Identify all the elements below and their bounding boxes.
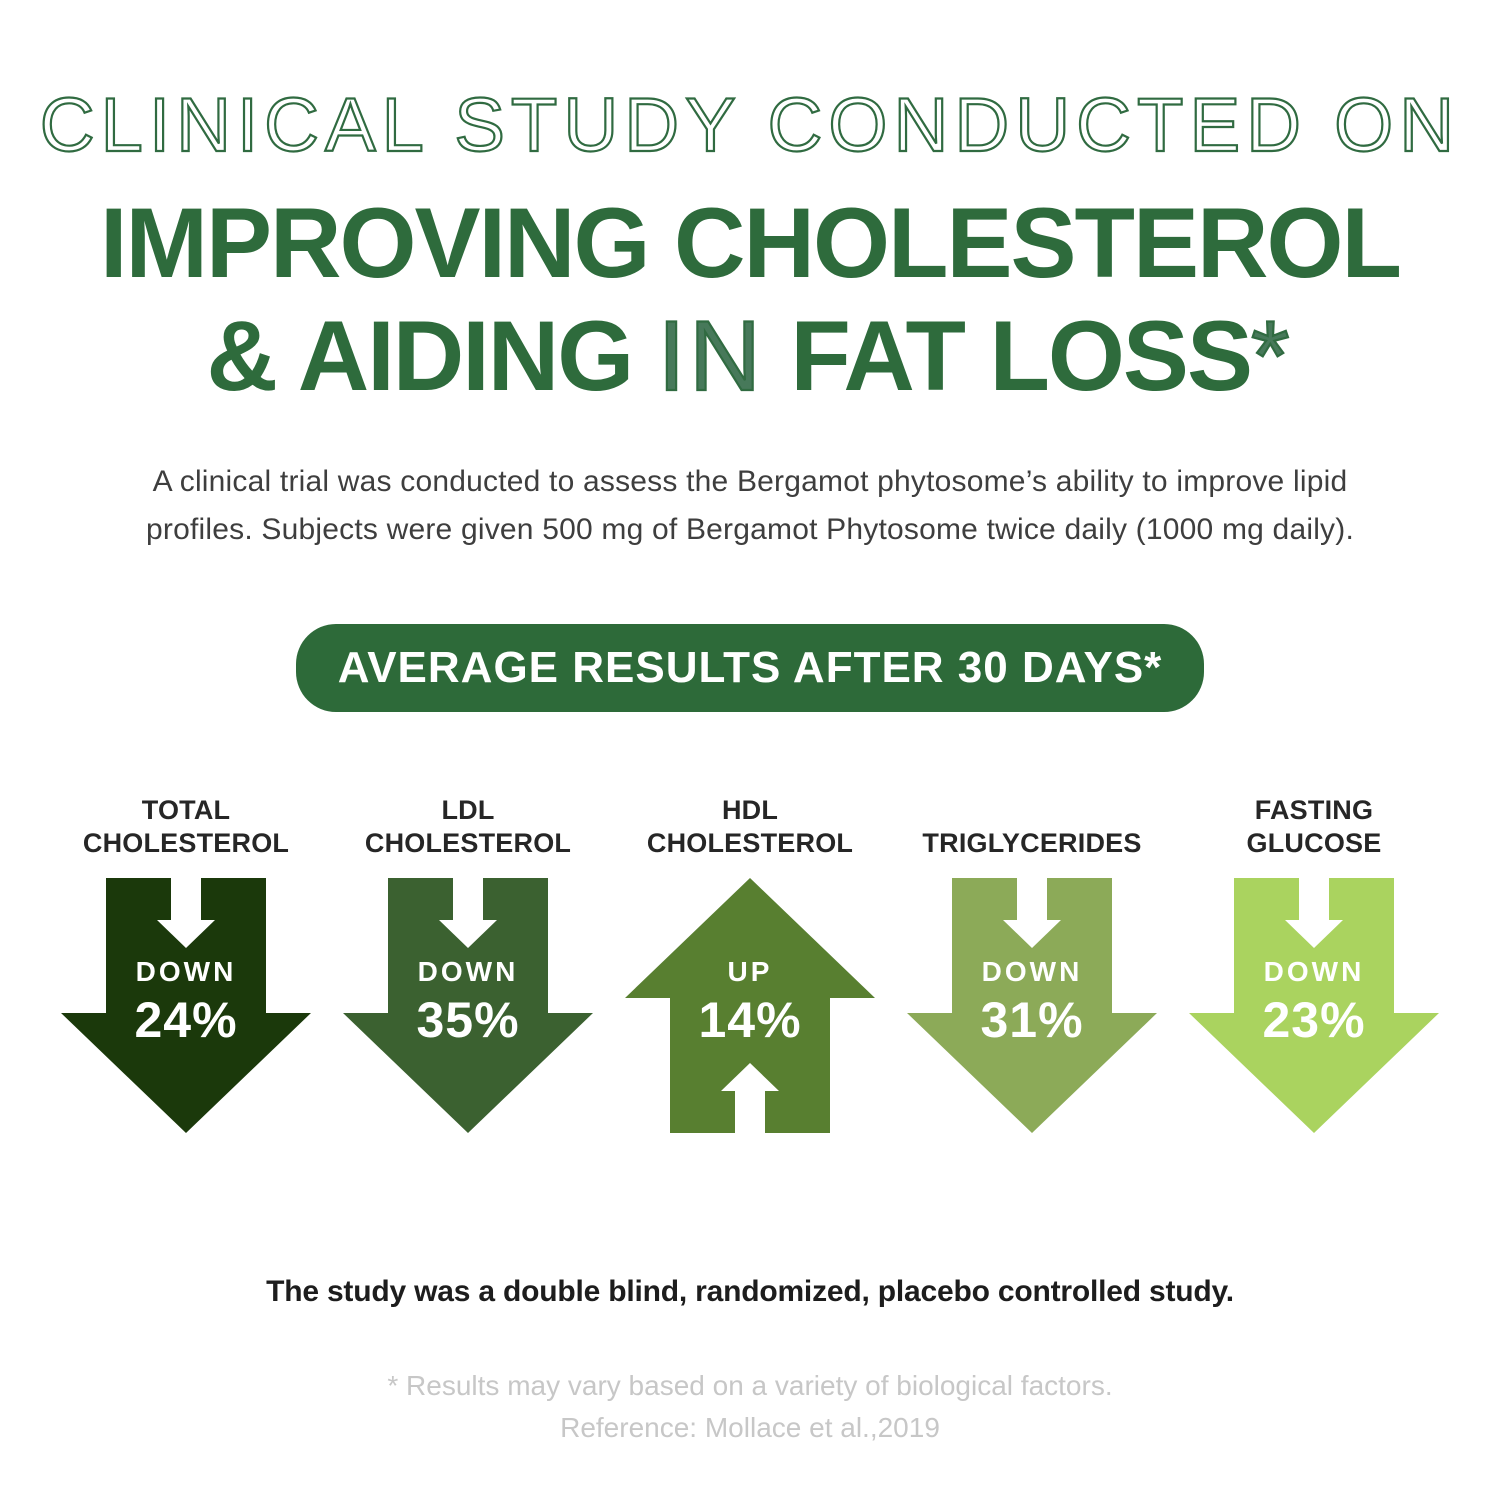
- stat-label-line: CHOLESTEROL: [82, 827, 290, 858]
- title-bold-segment-1: & AIDING: [206, 299, 634, 411]
- stat-arrow: UP 14%: [625, 877, 875, 1133]
- title-bold-segment-2: FAT LOSS: [790, 299, 1253, 411]
- down-arrow-icon: [343, 877, 593, 1133]
- stat-label-line: CHOLESTEROL: [364, 827, 572, 858]
- intro-paragraph: A clinical trial was conducted to assess…: [0, 458, 1500, 554]
- page-title-line2: IMPROVING CHOLESTEROL: [99, 187, 1402, 298]
- stat-label-line: FASTING: [1254, 795, 1374, 826]
- down-arrow-icon: [1189, 877, 1439, 1133]
- intro-line-2: profiles. Subjects were given 500 mg of …: [146, 512, 1354, 546]
- down-arrow-icon: [61, 877, 311, 1133]
- stat-label-line: HDL: [721, 795, 779, 826]
- banner-container: AVERAGE RESULTS AFTER 30 DAYS*: [0, 623, 1500, 712]
- page-title-line1: CLINICAL STUDY CONDUCTED ON: [39, 83, 1461, 168]
- results-row: TOTAL CHOLESTEROL DOWN 24% LDL CHOLESTEROL…: [0, 774, 1500, 1133]
- stat-arrow: DOWN 35%: [343, 877, 593, 1133]
- stat-label-line: LDL: [441, 795, 495, 826]
- stat-column: HDL CHOLESTEROL UP 14%: [625, 774, 875, 1133]
- stat-column: LDL CHOLESTEROL DOWN 35%: [343, 774, 593, 1133]
- study-note: The study was a double blind, randomized…: [266, 1274, 1234, 1308]
- stat-label-line: TRIGLYCERIDES: [922, 827, 1142, 858]
- footnote-line-2: Reference: Mollace et al.,2019: [560, 1411, 940, 1443]
- title-thin-segment: IN: [657, 299, 765, 411]
- stat-arrow: DOWN 31%: [907, 877, 1157, 1133]
- footnote-line-1: * Results may vary based on a variety of…: [387, 1369, 1113, 1401]
- stat-label-line: CHOLESTEROL: [646, 827, 854, 858]
- stat-column: TRIGLYCERIDES DOWN 31%: [907, 774, 1157, 1133]
- footnote: * Results may vary based on a variety of…: [0, 1365, 1500, 1449]
- results-banner: AVERAGE RESULTS AFTER 30 DAYS*: [295, 623, 1205, 712]
- stat-label: FASTING GLUCOSE: [1247, 774, 1382, 860]
- stat-label-line: GLUCOSE: [1246, 827, 1382, 858]
- stat-label: LDL CHOLESTEROL: [365, 774, 571, 860]
- title-asterisk: *: [1250, 299, 1294, 411]
- stat-arrow: DOWN 24%: [61, 877, 311, 1133]
- stat-label: TOTAL CHOLESTEROL: [83, 774, 289, 860]
- page-title-line3: & AIDING IN FAT LOSS*: [0, 303, 1500, 408]
- up-arrow-icon: [625, 877, 875, 1133]
- stat-label: HDL CHOLESTEROL: [647, 774, 853, 860]
- stat-arrow: DOWN 23%: [1189, 877, 1439, 1133]
- intro-line-1: A clinical trial was conducted to assess…: [152, 464, 1348, 498]
- stat-label: TRIGLYCERIDES: [922, 774, 1141, 860]
- stat-column: FASTING GLUCOSE DOWN 23%: [1189, 774, 1439, 1133]
- stat-column: TOTAL CHOLESTEROL DOWN 24%: [61, 774, 311, 1133]
- stat-label-line: TOTAL: [141, 795, 231, 826]
- down-arrow-icon: [907, 877, 1157, 1133]
